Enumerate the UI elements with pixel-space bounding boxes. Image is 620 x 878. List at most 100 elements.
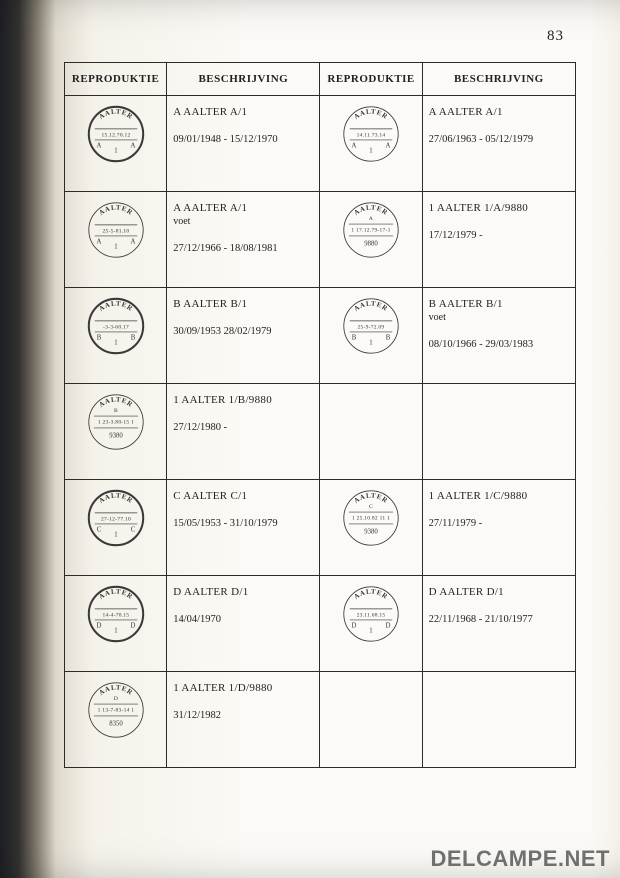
entry-title: B AALTER B/1 — [429, 298, 569, 310]
entry-dates: 17/12/1979 - — [429, 230, 569, 241]
svg-text:B: B — [130, 335, 135, 342]
svg-text:B: B — [114, 408, 118, 414]
table-body: AALTER 15.12.70.12 A A 1 A AALTER A/1 09/… — [65, 96, 576, 768]
postmark-stamp: AALTER C 1 25.10.82 11 1 9380 — [337, 484, 405, 552]
svg-text:9880: 9880 — [364, 240, 378, 247]
description-cell: C AALTER C/115/05/1953 - 31/10/1979 — [167, 480, 320, 576]
svg-text:B: B — [96, 335, 101, 342]
stamp-cell: AALTER A 1 17.12.79-17-1 9880 — [320, 192, 422, 288]
stamp-cell: AALTER 25-5-81.10 A A 1 — [65, 192, 167, 288]
entry-title: A AALTER A/1 — [429, 106, 569, 118]
svg-text:1 13-7-83-14 1: 1 13-7-83-14 1 — [97, 708, 134, 714]
svg-text:1 23-3.80-15 1: 1 23-3.80-15 1 — [97, 420, 133, 426]
svg-text:D: D — [96, 623, 101, 630]
stamp-cell: AALTER D 1 13-7-83-14 1 8350 — [65, 672, 167, 768]
svg-text:A: A — [130, 143, 135, 150]
postmark-stamp: AALTER 27-12-77.10 C C 1 — [82, 484, 150, 552]
entry-dates: 09/01/1948 - 15/12/1970 — [173, 134, 313, 145]
entry-dates: 31/12/1982 — [173, 710, 313, 721]
svg-text:A: A — [386, 143, 391, 150]
svg-text:D: D — [352, 623, 357, 630]
stamp-cell — [320, 672, 422, 768]
svg-text:1: 1 — [114, 148, 117, 155]
svg-text:A: A — [96, 239, 101, 246]
table-row: AALTER -3-3-60.17 B B 1 B AALTER B/1 30/0… — [65, 288, 576, 384]
stamp-cell: AALTER 14-4-70.15 D D 1 — [65, 576, 167, 672]
stamp-cell: AALTER C 1 25.10.82 11 1 9380 — [320, 480, 422, 576]
description-cell: 1 AALTER 1/B/988027/12/1980 - — [167, 384, 320, 480]
postmark-stamp: AALTER A 1 17.12.79-17-1 9880 — [337, 196, 405, 264]
svg-text:14-4-70.15: 14-4-70.15 — [102, 613, 129, 619]
stamp-cell: AALTER B 1 23-3.80-15 1 9380 — [65, 384, 167, 480]
entry-title: D AALTER D/1 — [429, 586, 569, 598]
table-row: AALTER 27-12-77.10 C C 1 C AALTER C/115/… — [65, 480, 576, 576]
page-number: 83 — [547, 28, 564, 45]
col-header-beschrijving: BESCHRIJVING — [422, 63, 575, 96]
description-cell: 1 AALTER 1/D/9880 31/12/1982 — [167, 672, 320, 768]
svg-text:1: 1 — [114, 628, 117, 635]
svg-text:1: 1 — [369, 148, 372, 155]
description-cell: A AALTER A/1 27/06/1963 - 05/12/1979 — [422, 96, 575, 192]
entry-title: A AALTER A/1 — [173, 202, 313, 214]
catalog-table: REPRODUKTIE BESCHRIJVING REPRODUKTIE BES… — [64, 62, 576, 768]
svg-text:A: A — [369, 216, 373, 222]
entry-dates: 08/10/1966 - 29/03/1983 — [429, 339, 569, 350]
svg-text:D: D — [386, 623, 391, 630]
svg-text:1: 1 — [369, 628, 372, 635]
entry-title: 1 AALTER 1/A/9880 — [429, 202, 569, 214]
content-sheet: REPRODUKTIE BESCHRIJVING REPRODUKTIE BES… — [64, 62, 576, 768]
svg-text:1 17.12.79-17-1: 1 17.12.79-17-1 — [351, 228, 390, 234]
svg-text:1 25.10.82 11 1: 1 25.10.82 11 1 — [352, 516, 390, 522]
postmark-stamp: AALTER 23.11.68.15 D D 1 — [337, 580, 405, 648]
entry-dates: 27/06/1963 - 05/12/1979 — [429, 134, 569, 145]
entry-dates: 22/11/1968 - 21/10/1977 — [429, 614, 569, 625]
svg-text:23.11.68.15: 23.11.68.15 — [357, 613, 386, 619]
description-cell: B AALTER B/1 30/09/1953 28/02/1979 — [167, 288, 320, 384]
entry-dates: 27/12/1966 - 18/08/1981 — [173, 243, 313, 254]
entry-title: B AALTER B/1 — [173, 298, 313, 310]
postmark-stamp: AALTER B 1 23-3.80-15 1 9380 — [82, 388, 150, 456]
postmark-stamp: AALTER 25-9-72.09 B B 1 — [337, 292, 405, 360]
svg-text:9380: 9380 — [109, 432, 123, 439]
description-cell: B AALTER B/1 voet 08/10/1966 - 29/03/1983 — [422, 288, 575, 384]
svg-text:C: C — [96, 527, 101, 534]
stamp-cell: AALTER 25-9-72.09 B B 1 — [320, 288, 422, 384]
postmark-stamp: AALTER 14-4-70.15 D D 1 — [82, 580, 150, 648]
svg-text:C: C — [130, 527, 135, 534]
svg-text:27-12-77.10: 27-12-77.10 — [101, 517, 131, 523]
postmark-stamp: AALTER 15.12.70.12 A A 1 — [82, 100, 150, 168]
svg-text:15.12.70.12: 15.12.70.12 — [101, 133, 130, 139]
table-row: AALTER 14-4-70.15 D D 1 D AALTER D/1 14/0… — [65, 576, 576, 672]
watermark: DELCAMPE.NET — [430, 846, 610, 872]
svg-text:A: A — [352, 143, 357, 150]
description-cell: A AALTER A/1 09/01/1948 - 15/12/1970 — [167, 96, 320, 192]
entry-dates: 27/12/1980 - — [173, 422, 313, 433]
description-cell — [422, 672, 575, 768]
entry-title: 1 AALTER 1/C/9880 — [429, 490, 569, 502]
svg-text:D: D — [130, 623, 135, 630]
table-row: AALTER 25-5-81.10 A A 1 A AALTER A/1voet… — [65, 192, 576, 288]
svg-text:B: B — [386, 335, 391, 342]
stamp-cell: AALTER 27-12-77.10 C C 1 — [65, 480, 167, 576]
entry-title: A AALTER A/1 — [173, 106, 313, 118]
entry-dates: 14/04/1970 — [173, 614, 313, 625]
postmark-stamp: AALTER 14.11.73.14 A A 1 — [337, 100, 405, 168]
svg-text:1: 1 — [114, 532, 117, 539]
entry-dates: 30/09/1953 28/02/1979 — [173, 326, 313, 337]
stamp-cell: AALTER -3-3-60.17 B B 1 — [65, 288, 167, 384]
svg-text:A: A — [130, 239, 135, 246]
stamp-cell: AALTER 23.11.68.15 D D 1 — [320, 576, 422, 672]
svg-text:25-9-72.09: 25-9-72.09 — [358, 325, 385, 331]
col-header-reproduktie: REPRODUKTIE — [65, 63, 167, 96]
description-cell: D AALTER D/1 22/11/1968 - 21/10/1977 — [422, 576, 575, 672]
entry-subtitle: voet — [429, 312, 569, 323]
stamp-cell — [320, 384, 422, 480]
description-cell: A AALTER A/1voet27/12/1966 - 18/08/1981 — [167, 192, 320, 288]
col-header-reproduktie: REPRODUKTIE — [320, 63, 422, 96]
svg-text:1: 1 — [114, 340, 117, 347]
entry-dates: 27/11/1979 - — [429, 518, 569, 529]
postmark-stamp: AALTER -3-3-60.17 B B 1 — [82, 292, 150, 360]
entry-title: 1 AALTER 1/D/9880 — [173, 682, 313, 694]
table-row: AALTER 15.12.70.12 A A 1 A AALTER A/1 09/… — [65, 96, 576, 192]
svg-text:B: B — [352, 335, 357, 342]
